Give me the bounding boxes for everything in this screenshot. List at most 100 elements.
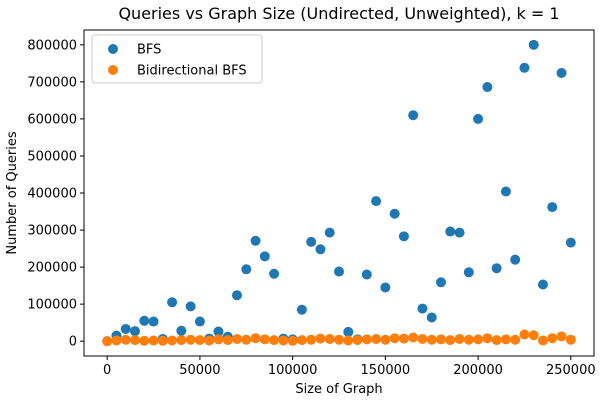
data-point (528, 39, 539, 50)
data-point (157, 335, 168, 346)
data-point (334, 334, 344, 345)
data-point (232, 333, 242, 344)
y-tick-label: 400000 (27, 187, 77, 202)
data-point (259, 334, 270, 345)
data-point (306, 236, 317, 247)
data-point (361, 269, 372, 280)
points-layer (102, 39, 576, 347)
data-point (130, 326, 140, 337)
data-point (436, 277, 446, 288)
y-axis: 0 100000 200000 300000 400000 500000 600000 700… (27, 38, 84, 350)
x-tick-label: 100000 (268, 363, 318, 378)
y-tick-label: 500000 (27, 149, 77, 164)
data-point (130, 335, 140, 346)
data-point (324, 333, 335, 344)
data-point (343, 326, 354, 337)
x-tick-label: 50000 (179, 363, 220, 378)
data-point (500, 186, 511, 197)
data-point (454, 333, 465, 344)
data-point (473, 113, 484, 124)
data-point (528, 330, 539, 341)
data-point (148, 335, 159, 346)
data-point (176, 325, 187, 336)
data-point (398, 231, 409, 242)
data-point (269, 335, 280, 346)
data-point (102, 336, 113, 347)
data-point (361, 334, 372, 345)
data-point (194, 316, 205, 327)
data-point (445, 226, 456, 237)
data-point (538, 279, 548, 290)
data-point (454, 227, 465, 238)
data-point (111, 335, 122, 346)
data-point (426, 312, 437, 323)
data-point (352, 335, 363, 346)
data-point (139, 315, 150, 326)
data-point (296, 335, 307, 346)
data-point (482, 333, 493, 344)
data-point (519, 329, 530, 340)
data-point (120, 334, 131, 345)
data-point (408, 332, 419, 343)
data-point (371, 333, 382, 344)
data-point (463, 267, 474, 278)
data-point (436, 334, 446, 345)
data-point (213, 326, 224, 337)
x-tick-label: 200000 (453, 363, 503, 378)
legend-label: BFS (137, 43, 161, 58)
data-point (287, 335, 298, 346)
data-point (139, 335, 150, 346)
data-point (510, 334, 521, 345)
data-point (565, 334, 576, 345)
data-point (473, 334, 484, 345)
y-tick-label: 800000 (27, 38, 77, 53)
data-point (259, 251, 270, 262)
y-axis-label: Number of Queries (5, 131, 20, 254)
data-point (408, 110, 419, 121)
data-point (398, 333, 409, 344)
legend-box (91, 34, 263, 84)
data-point (324, 227, 335, 238)
y-tick-label: 200000 (27, 261, 77, 276)
data-point (556, 331, 567, 342)
data-point (482, 82, 493, 93)
x-axis-label: Size of Graph (295, 382, 382, 397)
data-point (306, 334, 317, 345)
data-point (315, 244, 326, 255)
data-point (120, 323, 131, 334)
data-point (463, 334, 474, 345)
data-point (426, 334, 437, 345)
data-point (213, 334, 224, 345)
data-point (194, 335, 205, 346)
data-point (185, 334, 196, 345)
data-point (500, 334, 511, 345)
data-point (269, 268, 280, 279)
data-point (380, 334, 391, 345)
legend-marker (108, 65, 118, 75)
data-point (491, 335, 502, 346)
data-point (250, 235, 261, 246)
legend-marker (108, 44, 118, 54)
data-point (510, 254, 521, 265)
data-point (417, 303, 428, 314)
series-bidirectional-bfs (102, 329, 576, 347)
x-tick-label: 150000 (361, 363, 411, 378)
data-point (389, 208, 400, 219)
data-point (315, 333, 326, 344)
data-point (204, 335, 215, 346)
data-point (445, 335, 456, 346)
data-point (389, 333, 400, 344)
y-tick-label: 100000 (27, 298, 77, 313)
data-point (519, 62, 530, 73)
data-point (232, 290, 242, 301)
legend-label: Bidirectional BFS (137, 64, 247, 79)
data-point (241, 334, 252, 345)
data-point (185, 301, 196, 312)
data-point (278, 335, 289, 346)
x-axis: 0 50000 100000 150000 200000 250000 (103, 356, 596, 378)
x-tick-label: 0 (103, 363, 111, 378)
data-point (176, 335, 187, 346)
data-point (167, 335, 178, 346)
data-point (343, 335, 354, 346)
